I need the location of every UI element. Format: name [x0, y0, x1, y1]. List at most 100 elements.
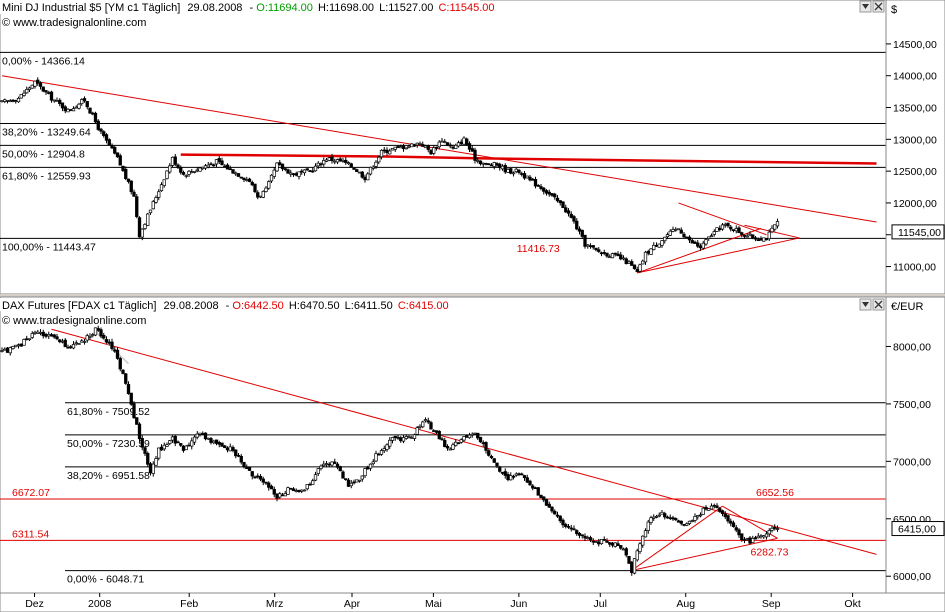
candle-body: [118, 358, 122, 370]
candle-body: [190, 171, 194, 173]
top-header: Mini DJ Industrial $5 [YM c1 Täglich] 29…: [0, 0, 495, 29]
bottom-watermark: © www.tradesignalonline.com: [2, 315, 146, 327]
candle-body: [16, 344, 21, 347]
candle-body: [674, 228, 678, 231]
candle-body: [759, 535, 763, 538]
candle-body: [11, 346, 15, 349]
candle-body: [671, 517, 675, 520]
support-band: [180, 153, 877, 165]
candle-body: [415, 427, 419, 435]
bottom-panel[interactable]: 0,00% - 6048.71 38,20% - 6951.58 50,00% - …: [0, 296, 887, 594]
candle-body: [685, 523, 689, 526]
trendline: [51, 328, 877, 555]
candle-body: [481, 442, 485, 444]
candle-body: [465, 434, 469, 438]
candle-body: [401, 145, 406, 150]
candle-body: [701, 242, 705, 249]
bottom-panel-controls[interactable]: [859, 298, 885, 311]
candle-body: [137, 423, 142, 440]
candle-body: [258, 195, 263, 198]
candle-body: [506, 169, 510, 173]
candle-body: [484, 163, 488, 165]
candle-body: [88, 335, 92, 338]
candle-body: [696, 242, 700, 247]
last-price-label: 11545,00: [898, 227, 941, 239]
candle-body: [146, 213, 150, 226]
candle-body: [641, 535, 645, 546]
candle-body: [608, 256, 612, 259]
candle-body: [209, 438, 213, 443]
candle-body: [410, 437, 414, 439]
candle-body: [379, 150, 384, 158]
candle-body: [561, 201, 565, 208]
candle-body: [399, 437, 403, 442]
menu-icon-glyph: [862, 4, 869, 9]
fib-level-label: 61,80% - 7509.52: [67, 406, 150, 418]
candle-body: [528, 176, 532, 181]
top-y-axis[interactable]: $ 11000,0011500,0012000,0012500,0013000,…: [885, 0, 945, 295]
candle-body: [278, 493, 282, 498]
candle-body: [630, 561, 634, 574]
candle-body: [275, 493, 279, 499]
candle-body: [327, 157, 331, 161]
candle-body: [280, 494, 285, 497]
candle-body: [646, 521, 650, 531]
candle-body: [613, 542, 617, 547]
candle-body: [157, 447, 161, 459]
bottom-y-axis[interactable]: €/EUR 6000,006500,007000,007500,008000,0…: [885, 296, 945, 594]
candle-body: [621, 257, 626, 260]
candle-body: [547, 503, 551, 508]
candle-body: [577, 228, 582, 232]
candle-body: [115, 152, 120, 158]
candle-body: [297, 171, 301, 177]
candle-body: [253, 183, 257, 193]
top-header-date: 29.08.2008: [187, 2, 242, 14]
y-tick-label: 7000,00: [893, 456, 931, 468]
candle-body: [297, 489, 301, 492]
candle-body: [605, 252, 609, 257]
top-header-high: H:11698.00: [318, 2, 374, 14]
candle-body: [762, 535, 766, 538]
y-tick-label: 13000,00: [893, 134, 937, 146]
candle-body: [363, 176, 367, 181]
bottom-axis-currency: €/EUR: [891, 301, 923, 313]
candle-body: [613, 252, 617, 255]
top-panel[interactable]: 0,00% - 14366.14 38,20% - 13249.64 50,00% …: [0, 0, 887, 295]
panel-separator[interactable]: [0, 294, 945, 297]
top-panel-controls[interactable]: [859, 0, 885, 13]
candle-body: [316, 468, 320, 474]
x-axis[interactable]: Dez 2008 Feb Mrz Apr Mai Jun Jul Aug Sep Okt: [0, 592, 945, 612]
candle-body: [478, 436, 483, 443]
candle-body: [547, 191, 551, 195]
candle-body: [443, 440, 447, 448]
candle-body: [214, 439, 219, 444]
candle-body: [478, 160, 483, 165]
candle-body: [586, 244, 590, 247]
candle-body: [16, 98, 21, 103]
candle-body: [0, 350, 4, 352]
candle-body: [146, 452, 150, 465]
candle-body: [113, 146, 117, 154]
candle-body: [140, 438, 144, 448]
fib-level-label: 61,80% - 12559.93: [2, 170, 91, 182]
fib-level-label: 0,00% - 14366.14: [2, 55, 85, 67]
fib-level-label: 50,00% - 7230.59: [67, 438, 150, 450]
candle-body: [25, 338, 29, 341]
candle-body: [759, 238, 763, 241]
candle-body: [346, 162, 351, 165]
candle-body: [440, 140, 444, 143]
candle-body: [445, 445, 450, 449]
candle-body: [368, 166, 373, 175]
candle-body: [440, 438, 444, 441]
candle-body: [85, 101, 89, 108]
candle-body: [679, 520, 683, 524]
candle-body: [96, 328, 100, 331]
candle-body: [437, 141, 441, 148]
candle-body: [187, 444, 191, 447]
candle-body: [151, 201, 155, 210]
candle-body: [396, 146, 400, 148]
candle-body: [619, 545, 623, 549]
candle-body: [542, 496, 546, 501]
candle-body: [33, 331, 37, 334]
candle-body: [610, 253, 615, 259]
